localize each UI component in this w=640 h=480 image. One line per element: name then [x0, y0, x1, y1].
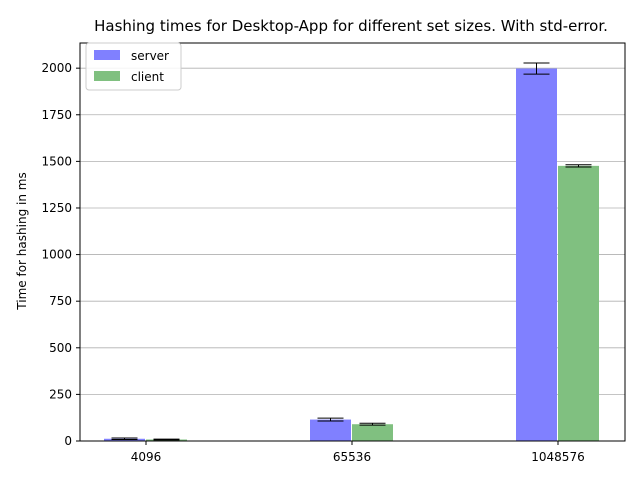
bars [104, 68, 599, 442]
x-tick-label: 65536 [333, 450, 371, 464]
grid-lines [80, 67, 625, 442]
legend-swatch-client [94, 71, 120, 81]
y-tick-label: 1750 [41, 108, 72, 122]
y-tick-label: 1250 [41, 201, 72, 215]
bar-server [310, 419, 351, 441]
error-bars [111, 62, 592, 441]
y-tick-label: 250 [49, 387, 72, 401]
y-tick-label: 750 [49, 294, 72, 308]
legend-swatch-server [94, 50, 120, 60]
x-tick-label: 4096 [131, 450, 162, 464]
bar-client [352, 424, 393, 441]
x-tick-label: 1048576 [531, 450, 584, 464]
bar-client [558, 165, 599, 442]
bar-server [516, 68, 557, 441]
legend: server client [85, 42, 182, 91]
y-axis-ticks: 0 250 500 750 1000 1250 1500 1750 2000 [41, 61, 80, 448]
x-axis-ticks: 4096 65536 1048576 [131, 441, 585, 464]
legend-label-client: client [131, 70, 164, 84]
y-tick-label: 0 [64, 434, 72, 448]
legend-label-server: server [131, 49, 169, 63]
chart-title: Hashing times for Desktop-App for differ… [94, 17, 608, 35]
y-tick-label: 500 [49, 341, 72, 355]
y-tick-label: 1500 [41, 154, 72, 168]
y-tick-label: 2000 [41, 61, 72, 75]
y-axis-label: Time for hashing in ms [15, 172, 29, 310]
y-tick-label: 1000 [41, 248, 72, 262]
